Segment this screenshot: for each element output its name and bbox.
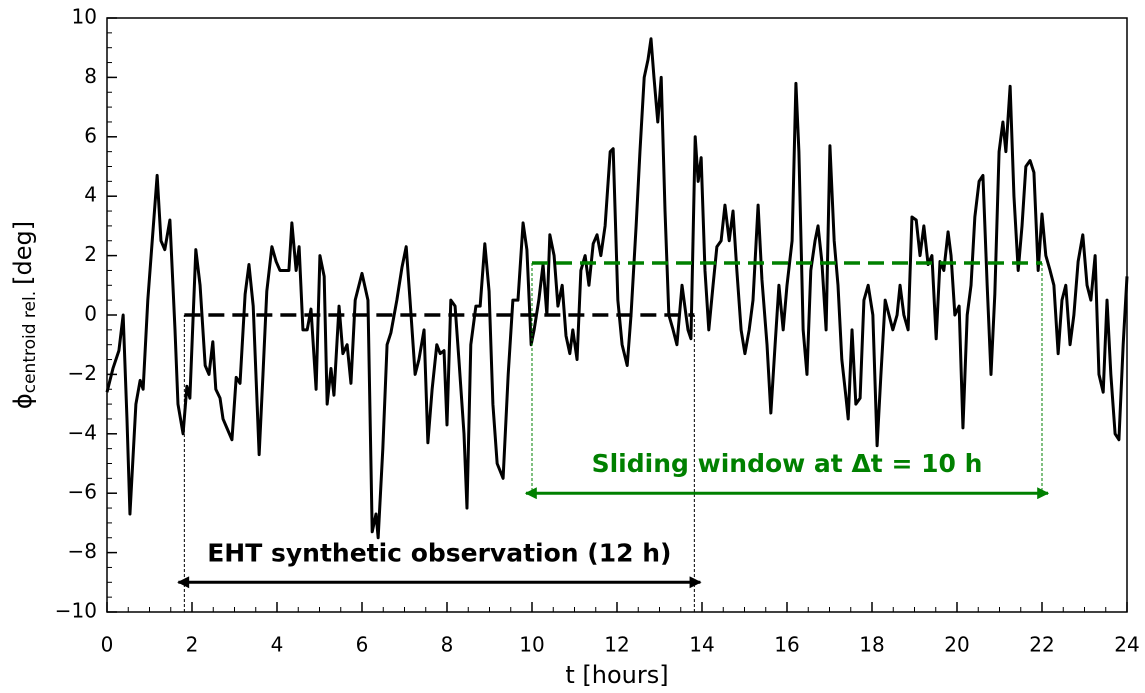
y-tick-label: 0 bbox=[84, 302, 97, 326]
y-tick-label: −8 bbox=[68, 539, 97, 563]
x-tick-label: 8 bbox=[441, 633, 454, 657]
x-tick-label: 20 bbox=[944, 633, 969, 657]
y-axis-symbol: ϕ bbox=[9, 393, 37, 409]
x-tick-label: 16 bbox=[774, 633, 799, 657]
x-tick-label: 10 bbox=[519, 633, 544, 657]
y-tick-label: −6 bbox=[68, 480, 97, 504]
x-tick-label: 22 bbox=[1029, 633, 1054, 657]
y-axis-subscript: centroid rel. bbox=[20, 291, 40, 393]
y-tick-label: 4 bbox=[84, 183, 97, 207]
window-label: EHT synthetic observation (12 h) bbox=[207, 538, 671, 567]
y-tick-label: 8 bbox=[84, 64, 97, 88]
plot-frame bbox=[106, 17, 1128, 613]
data-line bbox=[105, 37, 1129, 540]
x-tick-label: 18 bbox=[859, 633, 884, 657]
x-tick-label: 14 bbox=[689, 633, 714, 657]
y-tick-label: −4 bbox=[68, 420, 97, 444]
y-axis-unit: [deg] bbox=[9, 221, 37, 285]
y-axis-label: ϕcentroid rel. [deg] bbox=[9, 221, 40, 409]
x-tick-label: 12 bbox=[604, 633, 629, 657]
y-tick-label: −2 bbox=[68, 361, 97, 385]
x-axis-label: t [hours] bbox=[565, 661, 668, 689]
x-tick-label: 0 bbox=[101, 633, 114, 657]
window-label: Sliding window at Δt = 10 h bbox=[592, 449, 983, 478]
y-tick-label: 2 bbox=[84, 242, 97, 266]
y-tick-label: 6 bbox=[84, 123, 97, 147]
x-tick-label: 4 bbox=[271, 633, 284, 657]
x-tick-label: 2 bbox=[186, 633, 199, 657]
y-tick-label: 10 bbox=[72, 5, 97, 29]
y-tick-label: −10 bbox=[55, 599, 97, 623]
x-tick-label: 24 bbox=[1114, 633, 1139, 657]
x-tick-label: 6 bbox=[356, 633, 369, 657]
